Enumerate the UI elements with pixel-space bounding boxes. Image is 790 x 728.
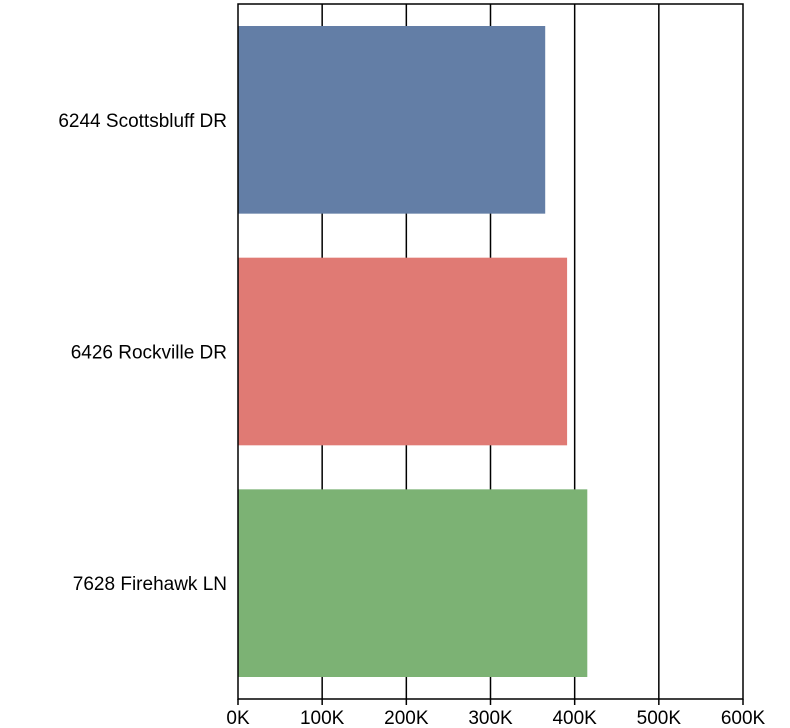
x-tick-label: 600K bbox=[721, 708, 766, 728]
category-label: 6244 Scottsbluff DR bbox=[58, 111, 227, 132]
x-tick-label: 500K bbox=[637, 708, 682, 728]
category-labels: 6244 Scottsbluff DR 6426 Rockville DR 7628… bbox=[58, 111, 227, 595]
x-tick-label: 0K bbox=[226, 708, 250, 728]
bar bbox=[238, 257, 568, 446]
bar bbox=[238, 489, 588, 677]
bars bbox=[238, 26, 588, 677]
x-tick-label: 100K bbox=[300, 708, 345, 728]
bar bbox=[238, 26, 546, 214]
x-axis-ticks: 0K 100K 200K 300K 400K 500K 600K bbox=[226, 699, 766, 728]
category-label: 7628 Firehawk LN bbox=[73, 574, 227, 595]
x-tick-label: 300K bbox=[468, 708, 513, 728]
x-tick-label: 400K bbox=[552, 708, 597, 728]
category-label: 6426 Rockville DR bbox=[71, 343, 227, 364]
x-tick-label: 200K bbox=[384, 708, 429, 728]
